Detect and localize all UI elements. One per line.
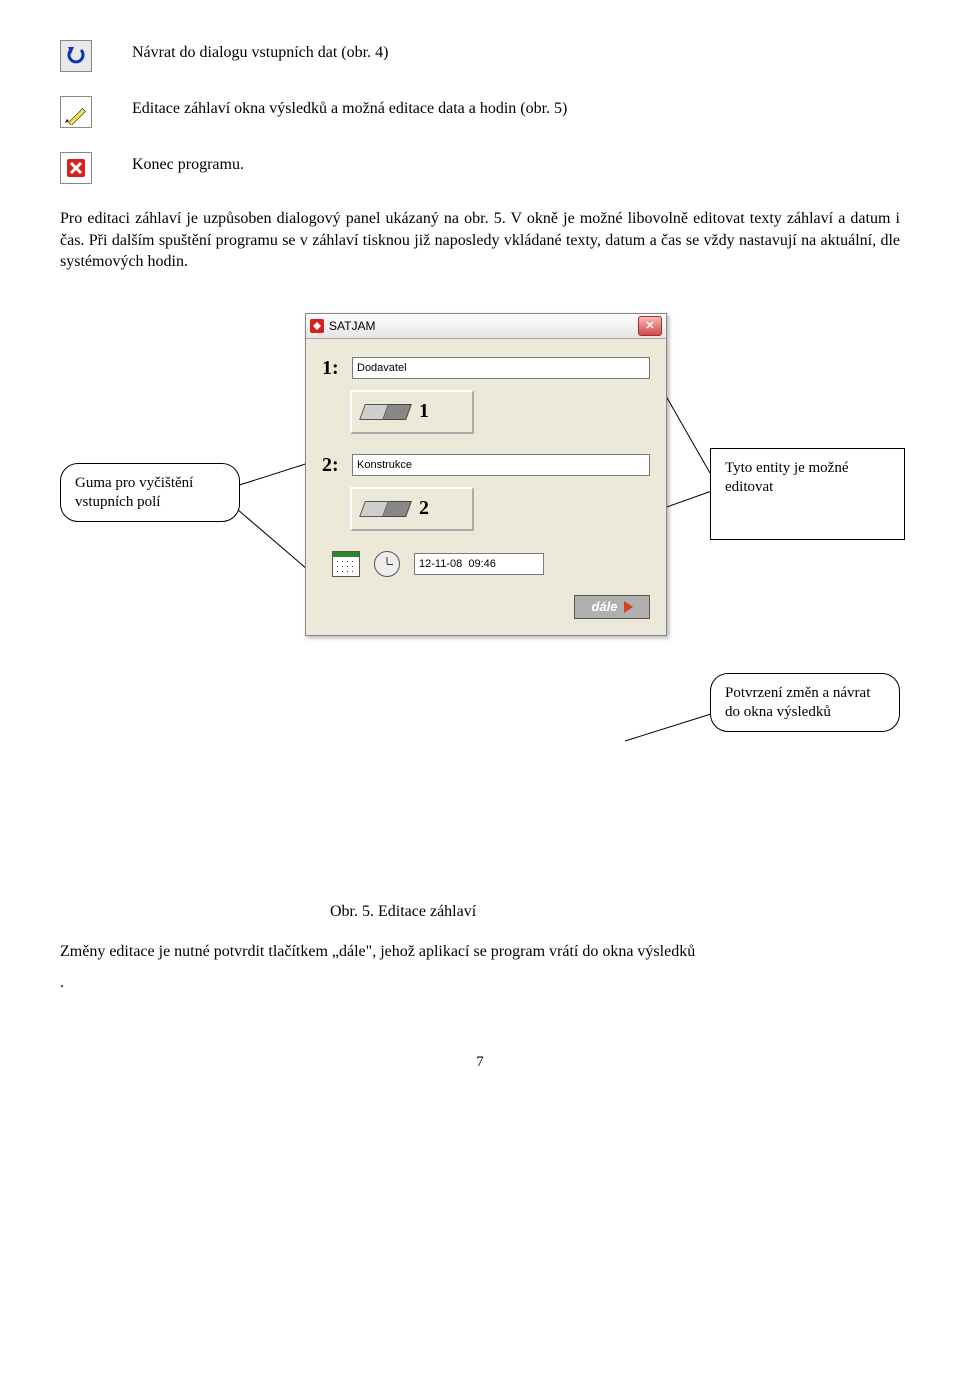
return-row: Návrat do dialogu vstupních dat (obr. 4) [60, 40, 900, 72]
callout-entities-text: Tyto entity je možné editovat [725, 460, 849, 495]
exit-row: Konec programu. [60, 152, 900, 184]
eraser-icon [359, 404, 412, 420]
paragraph-2: Změny editace je nutné potvrdit tlačítke… [60, 941, 900, 963]
field-1-input[interactable] [352, 357, 650, 379]
eraser-2-button[interactable]: 2 [350, 487, 474, 531]
callout-eraser: Guma pro vyčištění vstupních polí [60, 463, 240, 523]
figure-5-diagram: Guma pro vyčištění vstupních polí Tyto e… [60, 313, 900, 873]
field-1-row: 1: [322, 357, 650, 380]
exit-text: Konec programu. [132, 152, 244, 174]
return-icon [60, 40, 92, 72]
dale-label: dále [591, 599, 617, 614]
app-icon [310, 319, 324, 333]
arrow-right-icon [624, 601, 633, 613]
eraser-icon [359, 501, 412, 517]
datetime-row [332, 551, 650, 577]
field-2-label: 2: [322, 454, 352, 477]
callout-confirm-text: Potvrzení změn a návrat do okna výsledků [725, 685, 870, 720]
dialog-title-text: SATJAM [329, 319, 375, 333]
close-icon [60, 152, 92, 184]
callout-eraser-text: Guma pro vyčištění vstupních polí [75, 475, 193, 510]
return-text: Návrat do dialogu vstupních dat (obr. 4) [132, 40, 388, 62]
datetime-input[interactable] [414, 553, 544, 575]
satjam-dialog: SATJAM ✕ 1: 1 2: 2 [305, 313, 667, 636]
dale-button[interactable]: dále [574, 595, 650, 619]
dialog-close-button[interactable]: ✕ [638, 316, 662, 336]
dialog-body: 1: 1 2: 2 dále [306, 339, 666, 635]
paragraph-2-trailing: . [60, 972, 900, 994]
edit-row: Editace záhlaví okna výsledků a možná ed… [60, 96, 900, 128]
calendar-icon [332, 551, 360, 577]
clock-icon [374, 551, 400, 577]
page-number: 7 [60, 1054, 900, 1071]
edit-text: Editace záhlaví okna výsledků a možná ed… [132, 96, 567, 118]
pencil-icon [60, 96, 92, 128]
field-1-label: 1: [322, 357, 352, 380]
field-2-row: 2: [322, 454, 650, 477]
dialog-titlebar: SATJAM ✕ [306, 314, 666, 339]
figure-caption: Obr. 5. Editace záhlaví [330, 903, 900, 921]
eraser-1-button[interactable]: 1 [350, 390, 474, 434]
field-2-input[interactable] [352, 454, 650, 476]
eraser-2-num: 2 [419, 497, 429, 520]
callout-confirm: Potvrzení změn a návrat do okna výsledků [710, 673, 900, 733]
paragraph-1: Pro editaci záhlaví je uzpůsoben dialogo… [60, 208, 900, 273]
eraser-1-num: 1 [419, 400, 429, 423]
callout-entities: Tyto entity je možné editovat [710, 448, 905, 540]
